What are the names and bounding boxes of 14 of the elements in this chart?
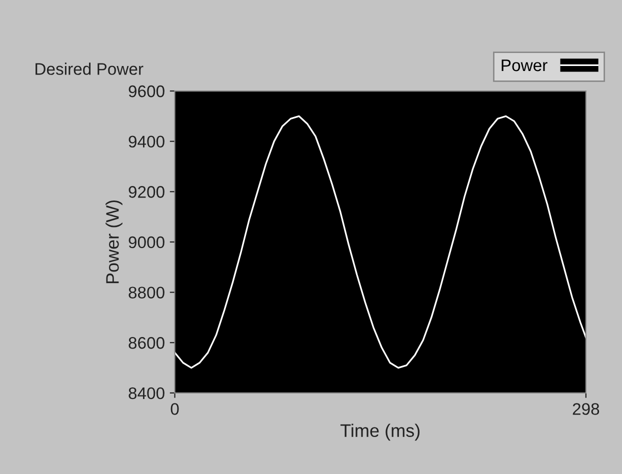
y-tick-label: 9200	[128, 186, 164, 198]
y-tick-label: 9400	[128, 136, 164, 148]
y-tick-label: 8600	[128, 337, 164, 349]
x-tick-label: 298	[572, 403, 600, 415]
legend-label: Power	[502, 60, 548, 72]
y-tick-label: 8400	[128, 387, 164, 400]
x-axis-title: Time (ms)	[340, 424, 420, 441]
chart-title: Desired Power	[36, 62, 144, 75]
y-tick-label: 9000	[128, 236, 164, 248]
y-axis-title: Power (W)	[106, 200, 122, 284]
y-tick-label: 8800	[128, 286, 164, 299]
x-tick-label: 0	[170, 403, 179, 415]
y-tick-label: 9600	[128, 85, 164, 98]
line-series	[174, 115, 586, 369]
